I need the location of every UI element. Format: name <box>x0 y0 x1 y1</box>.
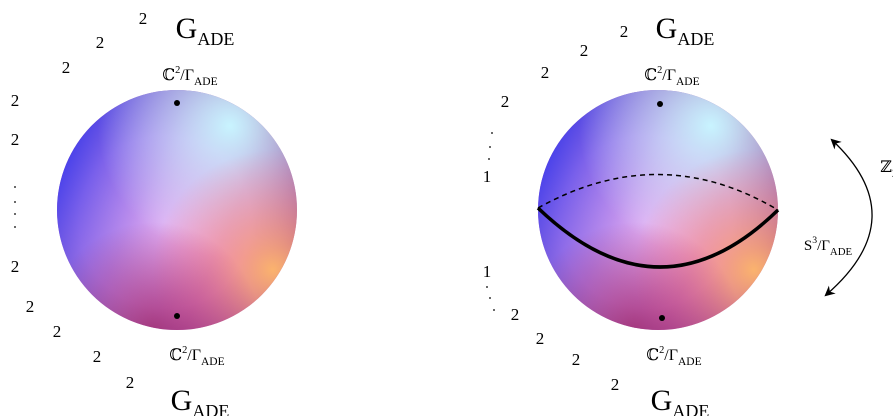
group-label: GADE <box>651 384 710 416</box>
group-sub: ADE <box>197 29 234 49</box>
space-base: ℂ <box>646 347 659 364</box>
equator-front <box>536 206 780 269</box>
space-sup: 2 <box>182 345 187 356</box>
arc-label: 2 <box>26 297 35 316</box>
sphere <box>536 90 780 330</box>
arc-label: 2 <box>536 329 545 348</box>
space-quot: /Γ <box>664 347 678 364</box>
arc-label: 2 <box>580 41 589 60</box>
arc-label: 2 <box>501 92 510 111</box>
arc-label: 2 <box>93 347 102 366</box>
space-base: ℤ <box>880 159 892 176</box>
group-label: GADE <box>176 12 235 49</box>
equator-back <box>537 173 779 211</box>
spheres <box>14 90 873 330</box>
arc-label: 2 <box>620 22 629 41</box>
space-base: ℂ <box>169 347 182 364</box>
space-label: S3/ΓADE <box>804 235 853 258</box>
arc-label: 2 <box>62 58 71 77</box>
group-label: GADE <box>171 384 230 416</box>
space-sup: 3 <box>812 235 817 246</box>
ellipsis-dots <box>14 132 495 311</box>
arc-label: 2 <box>11 91 20 110</box>
flip-arrow <box>824 138 873 297</box>
arc-label: 2 <box>511 305 520 324</box>
group-sub: ADE <box>192 401 229 416</box>
arc-label: 2 <box>139 9 148 28</box>
space-quot: /Γ <box>662 67 676 84</box>
space-label: ℂ2/ΓADE <box>644 65 699 88</box>
arc-label: 2 <box>126 373 135 392</box>
arc-label: 2 <box>611 375 620 394</box>
space-label: ℂ2/ΓADE <box>169 345 224 368</box>
space-label: ℂ2/ΓADE <box>162 65 217 88</box>
group-name: G <box>171 384 193 416</box>
space-sub: ADE <box>194 76 218 88</box>
group-sub: ADE <box>677 29 714 49</box>
space-base: ℂ <box>162 67 175 84</box>
arc-label: 2 <box>11 257 20 276</box>
group-sub: ADE <box>672 401 709 416</box>
arc-label: 2 <box>11 130 20 149</box>
space-label: ℤ2 <box>880 159 893 180</box>
space-quot: /Γ <box>187 347 201 364</box>
space-sup: 2 <box>657 65 662 76</box>
group-name: G <box>656 12 678 45</box>
group-name: G <box>176 12 198 45</box>
space-quot: /Γ <box>817 238 830 254</box>
arc-label: 2 <box>541 63 550 82</box>
arc-label: 2 <box>572 350 581 369</box>
arc-label: 1 <box>483 167 492 186</box>
space-sub: ADE <box>830 246 853 258</box>
space-sub: ADE <box>676 76 700 88</box>
space-sub: ADE <box>201 356 225 368</box>
arc-label: 2 <box>96 33 105 52</box>
space-sup: 2 <box>659 345 664 356</box>
space-base: S <box>804 238 812 254</box>
space-label: ℂ2/ΓADE <box>646 345 701 368</box>
arc-label: 2 <box>53 322 62 341</box>
sphere <box>57 90 297 330</box>
group-name: G <box>651 384 673 416</box>
space-sub: 2 <box>892 168 893 180</box>
space-quot: /Γ <box>180 67 194 84</box>
group-label: GADE <box>656 12 715 49</box>
space-sup: 2 <box>175 65 180 76</box>
arc-label: 1 <box>483 262 492 281</box>
space-sub: ADE <box>678 356 702 368</box>
space-base: ℂ <box>644 67 657 84</box>
